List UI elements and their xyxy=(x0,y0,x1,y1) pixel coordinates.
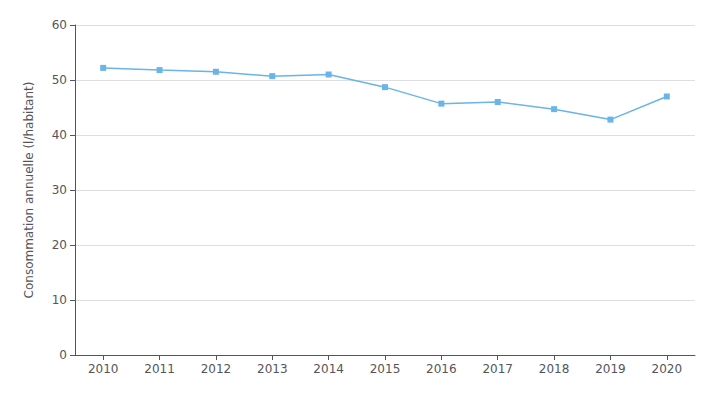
svg-text:2016: 2016 xyxy=(426,362,457,376)
svg-text:60: 60 xyxy=(52,18,67,32)
svg-text:2013: 2013 xyxy=(257,362,288,376)
svg-text:Consommation annuelle (l/habit: Consommation annuelle (l/habitant) xyxy=(22,82,36,299)
svg-text:10: 10 xyxy=(52,293,67,307)
svg-text:2014: 2014 xyxy=(313,362,344,376)
svg-text:50: 50 xyxy=(52,73,67,87)
svg-text:2010: 2010 xyxy=(88,362,119,376)
svg-text:0: 0 xyxy=(59,348,67,362)
svg-text:2020: 2020 xyxy=(652,362,683,376)
svg-text:2011: 2011 xyxy=(144,362,175,376)
svg-text:30: 30 xyxy=(52,183,67,197)
svg-text:2012: 2012 xyxy=(201,362,232,376)
svg-text:2018: 2018 xyxy=(539,362,570,376)
svg-text:2019: 2019 xyxy=(595,362,626,376)
svg-text:40: 40 xyxy=(52,128,67,142)
svg-text:20: 20 xyxy=(52,238,67,252)
svg-text:2017: 2017 xyxy=(482,362,513,376)
svg-text:2015: 2015 xyxy=(370,362,401,376)
